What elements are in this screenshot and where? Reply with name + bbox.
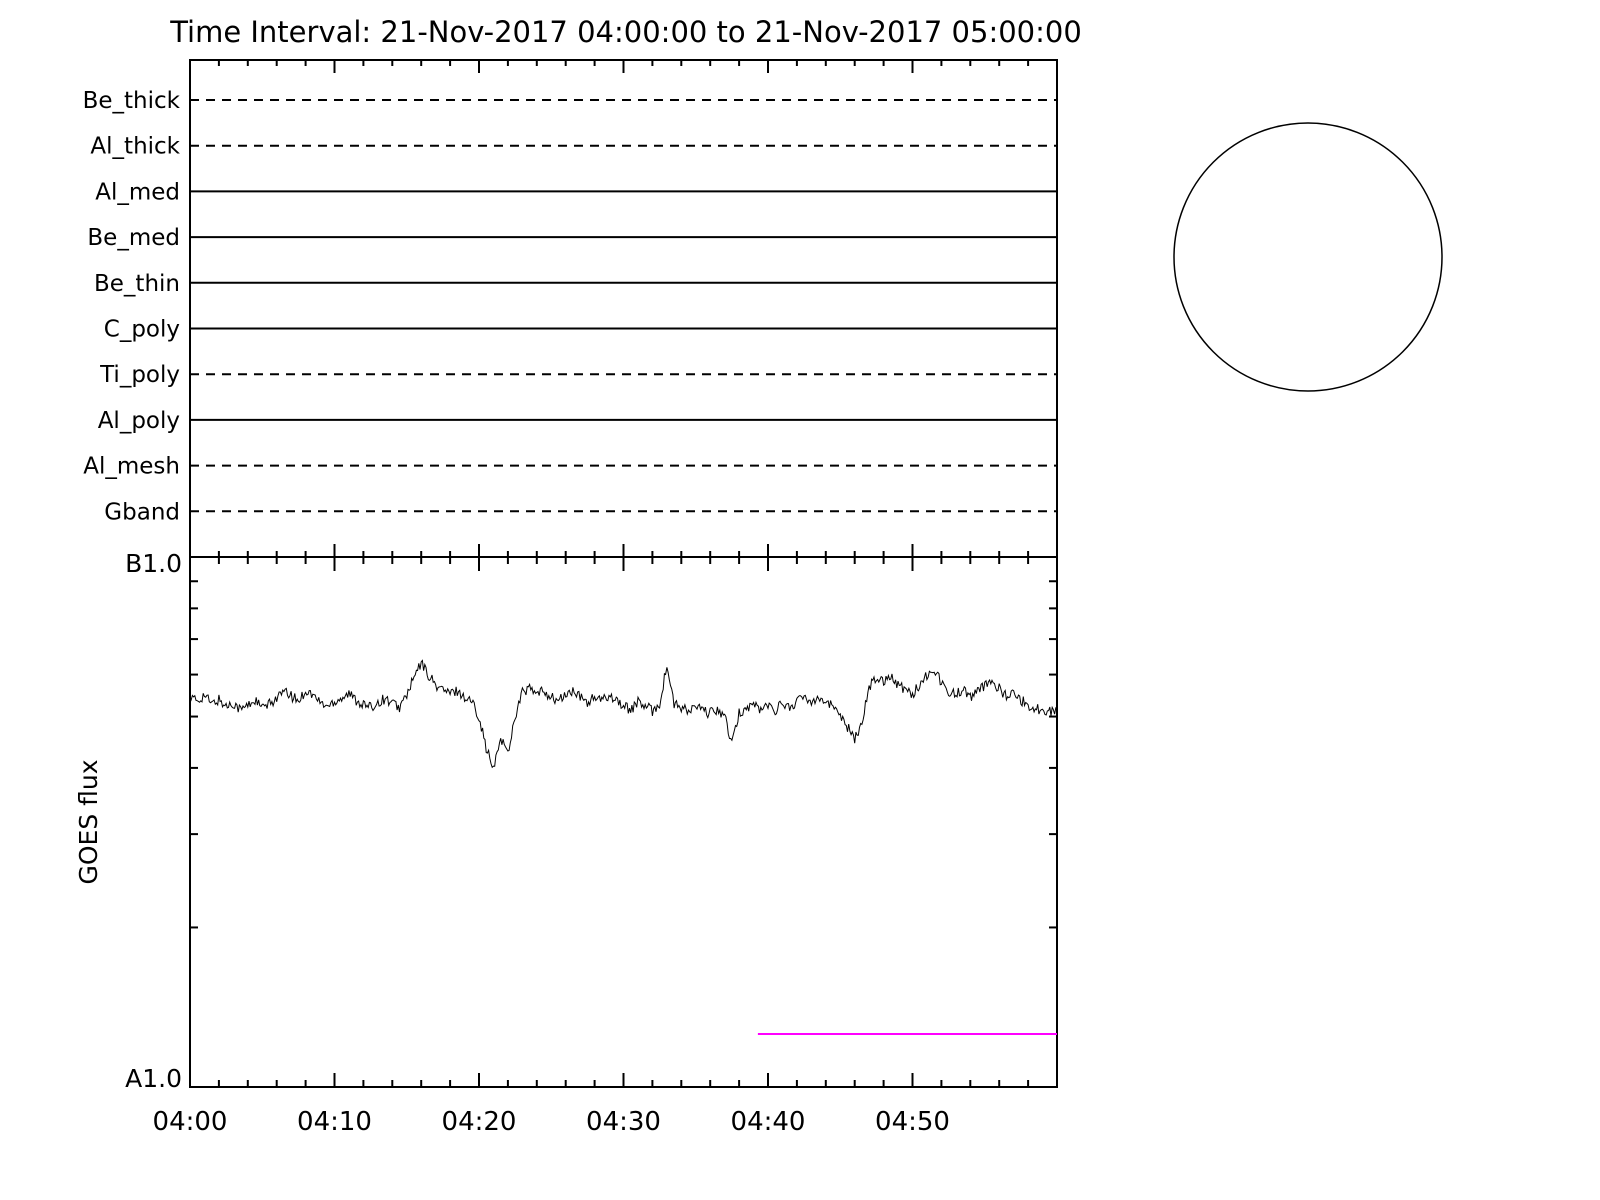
filter-label-Be_thick: Be_thick bbox=[83, 88, 181, 114]
axis-ticks bbox=[189, 60, 1058, 1087]
filter-label-Al_mesh: Al_mesh bbox=[83, 454, 180, 480]
goes-flux-line bbox=[189, 659, 1058, 769]
filter-label-Gband: Gband bbox=[104, 499, 180, 525]
filter-panel-frame bbox=[189, 59, 1058, 558]
goes-panel-frame bbox=[189, 556, 1058, 1088]
filter-label-Be_thin: Be_thin bbox=[94, 271, 180, 297]
x-tick-label: 04:10 bbox=[297, 1107, 372, 1137]
solar-limb-circle bbox=[1173, 122, 1443, 392]
x-tick-label: 04:20 bbox=[442, 1107, 517, 1137]
filter-label-Be_med: Be_med bbox=[87, 225, 180, 251]
x-tick-label: 04:40 bbox=[731, 1107, 806, 1137]
filter-label-Ti_poly: Ti_poly bbox=[99, 362, 180, 388]
x-tick-label: 04:00 bbox=[153, 1107, 228, 1137]
filter-label-Al_thick: Al_thick bbox=[90, 134, 180, 160]
x-tick-label: 04:50 bbox=[875, 1107, 950, 1137]
filter-label-Al_med: Al_med bbox=[95, 179, 180, 205]
filter-rows: Be_thick Al_thick Al_med Be_med Be_thin C_pol… bbox=[83, 88, 1057, 525]
x-tick-labels: 04:00 04:10 04:20 04:30 04:40 04:50 bbox=[153, 1107, 950, 1137]
x-tick-label: 04:30 bbox=[586, 1107, 661, 1137]
y-axis-title: GOES flux bbox=[74, 759, 103, 884]
filter-label-C_poly: C_poly bbox=[104, 317, 180, 343]
filter-label-Al_poly: Al_poly bbox=[98, 408, 180, 434]
series-group bbox=[189, 659, 1058, 1035]
y-bottom-label: A1.0 bbox=[125, 1064, 182, 1093]
plot-title: Time Interval: 21-Nov-2017 04:00:00 to 2… bbox=[169, 15, 1082, 49]
y-top-label: B1.0 bbox=[125, 549, 182, 578]
